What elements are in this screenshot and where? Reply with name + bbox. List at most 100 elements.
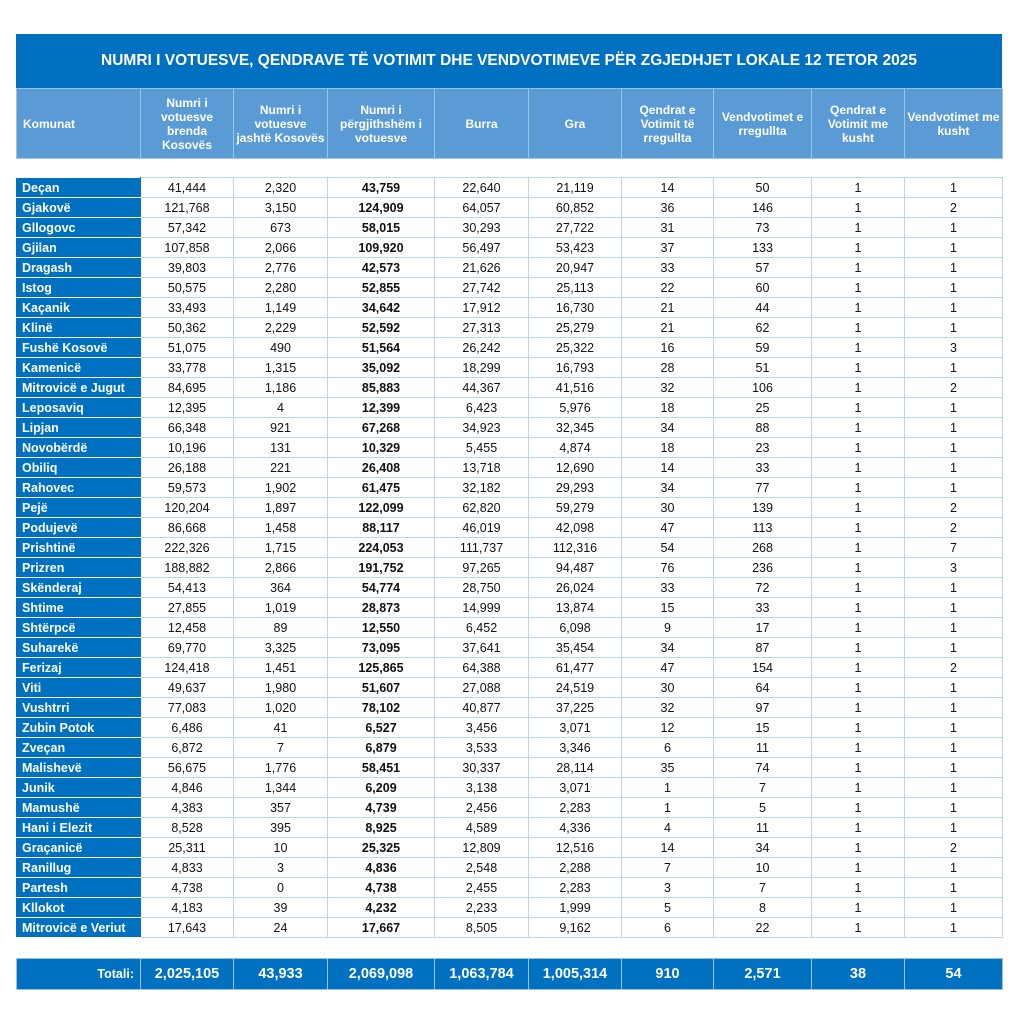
table-cell: 25,322: [528, 337, 622, 358]
total-cell: 1,005,314: [528, 958, 622, 990]
table-cell: 120,204: [140, 497, 234, 518]
municipality-name: Rahovec: [16, 477, 141, 498]
table-cell: 1: [811, 497, 905, 518]
municipality-name: Dragash: [16, 257, 141, 278]
table-cell: 1: [811, 877, 905, 898]
table-cell: 33,778: [140, 357, 234, 378]
table-cell: 13,718: [434, 457, 529, 478]
table-cell: 86,668: [140, 517, 234, 538]
table-cell: 35,092: [327, 357, 435, 378]
table-cell: 107,858: [140, 237, 234, 258]
table-row: Leposaviq 12,395 4 12,399 6,423 5,976 18 25 1 1: [16, 397, 1003, 418]
table-cell: 188,882: [140, 557, 234, 578]
table-cell: 1,149: [233, 297, 328, 318]
table-cell: 30: [621, 677, 714, 698]
table-cell: 6: [621, 737, 714, 758]
table-cell: 1: [811, 437, 905, 458]
table-cell: 36: [621, 197, 714, 218]
table-cell: 31: [621, 217, 714, 238]
table-cell: 1: [811, 657, 905, 678]
table-cell: 1,186: [233, 377, 328, 398]
table-row: Kllokot 4,183 39 4,232 2,233 1,999 5 8 1 1: [16, 897, 1003, 918]
table-row: Novobërdë 10,196 131 10,329 5,455 4,874 18 23 1 1: [16, 437, 1003, 458]
table-cell: 1,019: [233, 597, 328, 618]
table-cell: 1: [904, 237, 1003, 258]
table-cell: 1,715: [233, 537, 328, 558]
table-cell: 73: [713, 217, 812, 238]
table-cell: 6: [621, 917, 714, 938]
table-cell: 64,057: [434, 197, 529, 218]
table-cell: 17,667: [327, 917, 435, 938]
table-cell: 6,527: [327, 717, 435, 738]
table-cell: 10,196: [140, 437, 234, 458]
table-row: Deçan 41,444 2,320 43,759 22,640 21,119 14 50 1 1: [16, 177, 1003, 198]
table-cell: 125,865: [327, 657, 435, 678]
table-row: Lipjan 66,348 921 67,268 34,923 32,345 34 88 1 1: [16, 417, 1003, 438]
table-row: Malishevë 56,675 1,776 58,451 30,337 28,114 35…: [16, 757, 1003, 778]
municipality-name: Fushë Kosovë: [16, 337, 141, 358]
total-cell: 2,069,098: [327, 958, 435, 990]
column-header: Numri i votuesve jashtë Kosovës: [233, 88, 328, 159]
table-cell: 1: [811, 217, 905, 238]
table-cell: 88: [713, 417, 812, 438]
table-cell: 15: [713, 717, 812, 738]
table-cell: 14: [621, 837, 714, 858]
table-cell: 1: [811, 777, 905, 798]
table-cell: 121,768: [140, 197, 234, 218]
table-cell: 1: [811, 257, 905, 278]
table-cell: 1: [811, 577, 905, 598]
table-cell: 13,874: [528, 597, 622, 618]
table-cell: 50,362: [140, 317, 234, 338]
table-cell: 56,675: [140, 757, 234, 778]
table-cell: 51,075: [140, 337, 234, 358]
table-cell: 46,019: [434, 517, 529, 538]
table-cell: 41: [233, 717, 328, 738]
table-cell: 27,742: [434, 277, 529, 298]
table-cell: 2,866: [233, 557, 328, 578]
table-cell: 34,923: [434, 417, 529, 438]
table-row: Pejë 120,204 1,897 122,099 62,820 59,279 30 139…: [16, 497, 1003, 518]
table-row: Graçanicë 25,311 10 25,325 12,809 12,516 14 34 1…: [16, 837, 1003, 858]
table-cell: 72: [713, 577, 812, 598]
table-cell: 42,573: [327, 257, 435, 278]
table-row: Shtime 27,855 1,019 28,873 14,999 13,874 15 33 1…: [16, 597, 1003, 618]
table-cell: 12,690: [528, 457, 622, 478]
table-cell: 28,750: [434, 577, 529, 598]
table-cell: 4,589: [434, 817, 529, 838]
table-cell: 34: [621, 417, 714, 438]
table-cell: 1: [904, 177, 1003, 198]
table-cell: 37,225: [528, 697, 622, 718]
column-header: Qendrat e Votimit të rregullta: [621, 88, 714, 159]
header-row: Komunat Numri i votuesve brenda Kosovës Nu…: [16, 88, 1003, 159]
table-cell: 3,346: [528, 737, 622, 758]
table-cell: 112,316: [528, 537, 622, 558]
table-cell: 1: [904, 357, 1003, 378]
municipality-name: Graçanicë: [16, 837, 141, 858]
table-cell: 9,162: [528, 917, 622, 938]
table-cell: 2,280: [233, 277, 328, 298]
table-cell: 87: [713, 637, 812, 658]
table-cell: 14: [621, 177, 714, 198]
table-cell: 37,641: [434, 637, 529, 658]
table-cell: 2: [904, 657, 1003, 678]
table-cell: 5: [621, 897, 714, 918]
table-cell: 1: [811, 757, 905, 778]
table-cell: 1: [811, 517, 905, 538]
table-cell: 22: [621, 277, 714, 298]
table-cell: 2,548: [434, 857, 529, 878]
table-cell: 23: [713, 437, 812, 458]
municipality-name: Junik: [16, 777, 141, 798]
table-cell: 21: [621, 297, 714, 318]
table-cell: 357: [233, 797, 328, 818]
table-cell: 3,071: [528, 717, 622, 738]
table-cell: 42,098: [528, 517, 622, 538]
table-cell: 1: [904, 637, 1003, 658]
table-cell: 4,846: [140, 777, 234, 798]
table-cell: 1: [811, 357, 905, 378]
table-cell: 21: [621, 317, 714, 338]
table-row: Zveçan 6,872 7 6,879 3,533 3,346 6 11 1 1: [16, 737, 1003, 758]
table-cell: 20,947: [528, 257, 622, 278]
table-cell: 8,528: [140, 817, 234, 838]
table-cell: 1: [621, 777, 714, 798]
table-cell: 26,242: [434, 337, 529, 358]
